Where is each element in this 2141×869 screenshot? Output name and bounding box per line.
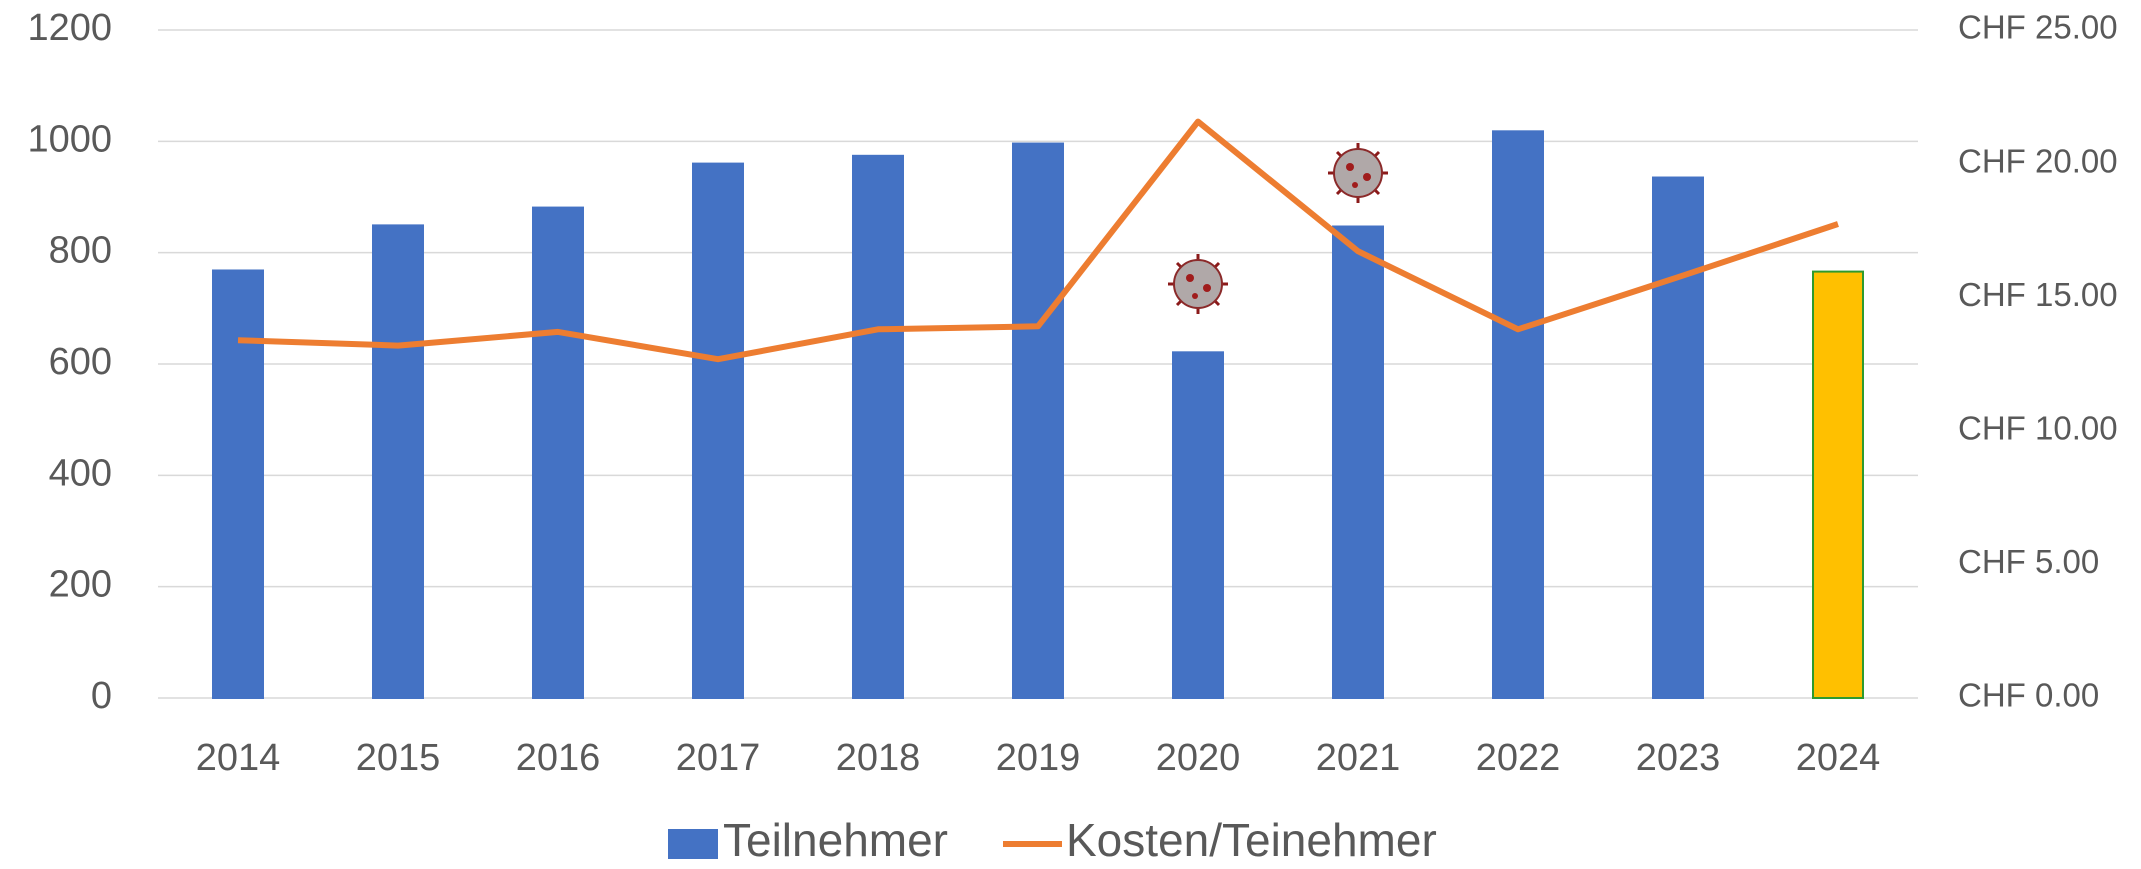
bar: [693, 164, 743, 698]
bar: [213, 270, 263, 698]
legend-label: Teilnehmer: [723, 814, 948, 866]
x-tick-label: 2016: [516, 737, 601, 779]
x-tick-label: 2017: [676, 737, 761, 779]
bar: [1333, 227, 1383, 698]
y2-tick-label: CHF 25.00: [1958, 9, 2118, 46]
x-tick-label: 2018: [836, 737, 921, 779]
y-tick-label: 400: [49, 452, 112, 494]
legend-swatch: [668, 829, 718, 859]
y-tick-label: 800: [49, 230, 112, 272]
y-tick-label: 200: [49, 564, 112, 606]
bar: [1813, 272, 1863, 698]
y-tick-label: 0: [91, 675, 112, 717]
bar: [1493, 131, 1543, 698]
virus-icon: [1168, 254, 1228, 314]
bar: [533, 208, 583, 698]
chart: 0 200 400 600 800 1000 1200 CHF 0.00 CHF 5.00 CHF…: [0, 0, 2141, 869]
y2-tick-label: CHF 0.00: [1958, 677, 2099, 714]
y2-tick-label: CHF 15.00: [1958, 276, 2118, 313]
x-tick-label: 2022: [1476, 737, 1561, 779]
x-tick-label: 2014: [196, 737, 281, 779]
y-tick-label: 1200: [27, 7, 112, 49]
y2-tick-label: CHF 20.00: [1958, 142, 2118, 179]
virus-icon: [1328, 143, 1388, 203]
x-tick-label: 2015: [356, 737, 441, 779]
x-tick-label: 2020: [1156, 737, 1241, 779]
y-tick-label: 1000: [27, 118, 112, 160]
x-tick-label: 2024: [1796, 737, 1881, 779]
legend-label: Kosten/Teinehmer: [1066, 814, 1437, 866]
y2-tick-label: CHF 10.00: [1958, 410, 2118, 447]
bar: [1013, 144, 1063, 698]
bar: [373, 225, 423, 698]
y-tick-label: 600: [49, 341, 112, 383]
x-tick-label: 2023: [1636, 737, 1721, 779]
x-tick-label: 2021: [1316, 737, 1401, 779]
x-tick-label: 2019: [996, 737, 1081, 779]
bar: [853, 156, 903, 698]
bar: [1653, 178, 1703, 698]
bar: [1173, 352, 1223, 698]
y2-tick-label: CHF 5.00: [1958, 543, 2099, 580]
